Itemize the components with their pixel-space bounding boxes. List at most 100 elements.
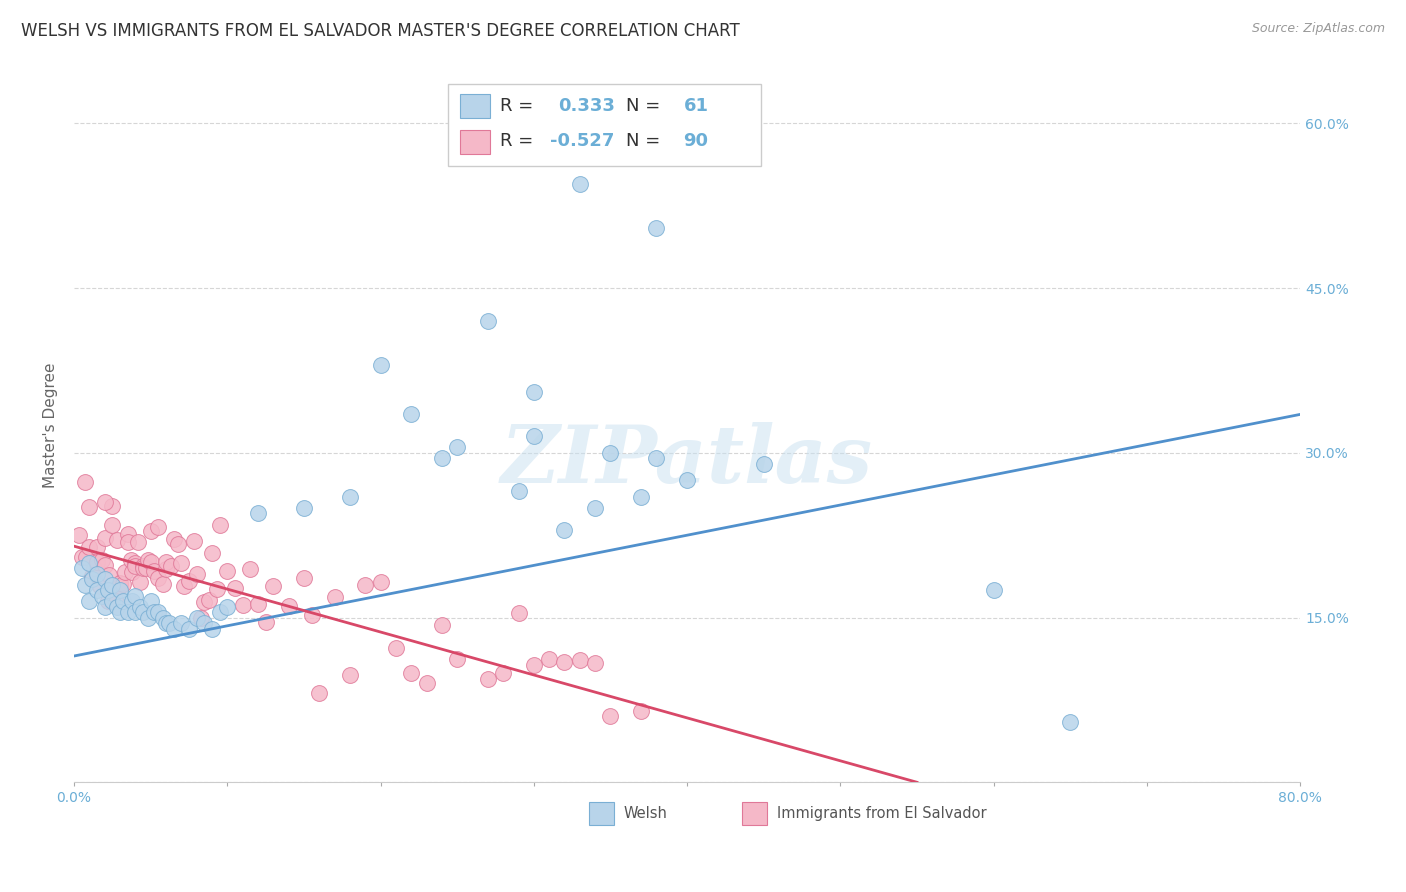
Point bbox=[186, 567, 208, 582]
Point bbox=[553, 655, 575, 669]
Text: 61: 61 bbox=[683, 96, 709, 115]
Point bbox=[170, 615, 193, 630]
Point bbox=[354, 578, 377, 592]
Point bbox=[148, 571, 170, 585]
Point bbox=[370, 358, 392, 372]
Point bbox=[157, 615, 180, 630]
Bar bbox=[460, 95, 489, 119]
Point bbox=[370, 575, 392, 590]
Point bbox=[127, 535, 149, 549]
Point bbox=[129, 599, 152, 614]
Point bbox=[1059, 714, 1081, 729]
Point bbox=[124, 605, 146, 619]
Point bbox=[83, 561, 105, 575]
Text: Welsh: Welsh bbox=[623, 806, 668, 822]
Point bbox=[101, 577, 124, 591]
Point bbox=[97, 583, 120, 598]
Point bbox=[82, 569, 104, 583]
Point bbox=[108, 583, 131, 598]
Point bbox=[446, 441, 468, 455]
Point bbox=[752, 457, 775, 471]
Point bbox=[79, 594, 101, 608]
Point bbox=[101, 499, 124, 513]
Point bbox=[523, 429, 546, 443]
Point bbox=[79, 500, 101, 514]
Point bbox=[112, 594, 135, 608]
Point bbox=[198, 592, 221, 607]
Point bbox=[121, 566, 143, 580]
Point bbox=[583, 656, 606, 670]
Text: 90: 90 bbox=[683, 132, 709, 151]
Point bbox=[129, 574, 152, 589]
Point bbox=[583, 500, 606, 515]
Point bbox=[224, 581, 246, 595]
Point bbox=[477, 314, 499, 328]
Point bbox=[86, 541, 108, 555]
Point bbox=[523, 658, 546, 673]
Point bbox=[105, 533, 128, 548]
Point bbox=[142, 564, 165, 578]
Text: N =: N = bbox=[626, 96, 666, 115]
Point bbox=[108, 605, 131, 619]
Point bbox=[415, 676, 437, 690]
Point bbox=[67, 528, 90, 542]
Point bbox=[124, 556, 146, 570]
Point bbox=[86, 583, 108, 598]
Point bbox=[73, 475, 96, 490]
Point bbox=[232, 599, 254, 613]
Point bbox=[148, 605, 170, 619]
Point bbox=[120, 553, 142, 567]
Point bbox=[136, 553, 159, 567]
Point bbox=[132, 558, 155, 573]
Point bbox=[492, 666, 515, 681]
Point bbox=[104, 592, 127, 607]
Point bbox=[79, 541, 101, 555]
Point bbox=[167, 537, 190, 551]
Bar bbox=[589, 802, 613, 825]
Point bbox=[208, 605, 231, 619]
Point bbox=[98, 568, 121, 582]
Point bbox=[190, 611, 212, 625]
Point bbox=[173, 579, 195, 593]
Point bbox=[93, 599, 115, 614]
Point bbox=[86, 555, 108, 569]
Point bbox=[117, 534, 139, 549]
Point bbox=[70, 550, 93, 565]
Point bbox=[630, 490, 652, 504]
Point bbox=[86, 566, 108, 581]
Point bbox=[430, 451, 453, 466]
Point bbox=[89, 579, 111, 593]
Text: Source: ZipAtlas.com: Source: ZipAtlas.com bbox=[1251, 22, 1385, 36]
Point bbox=[385, 641, 408, 656]
Point bbox=[124, 589, 146, 603]
Point bbox=[93, 558, 115, 572]
Point bbox=[193, 615, 215, 630]
Point bbox=[112, 577, 135, 591]
Point bbox=[477, 672, 499, 686]
Text: ZIPatlas: ZIPatlas bbox=[501, 422, 873, 500]
Point bbox=[177, 574, 200, 589]
Point bbox=[148, 520, 170, 534]
Point bbox=[183, 533, 205, 548]
Point bbox=[292, 571, 315, 585]
Point bbox=[645, 220, 668, 235]
Point bbox=[108, 579, 131, 593]
Point bbox=[446, 652, 468, 666]
Point bbox=[399, 665, 422, 680]
Point bbox=[93, 531, 115, 545]
Point bbox=[201, 622, 224, 636]
Point bbox=[117, 605, 139, 619]
Point bbox=[139, 555, 162, 569]
Point bbox=[645, 451, 668, 466]
Bar bbox=[460, 130, 489, 154]
Bar bbox=[449, 84, 761, 166]
Point bbox=[170, 556, 193, 570]
Point bbox=[201, 546, 224, 560]
Point bbox=[163, 532, 186, 546]
Point bbox=[246, 506, 269, 520]
Point bbox=[599, 446, 621, 460]
Point bbox=[323, 591, 346, 605]
Text: R =: R = bbox=[499, 96, 538, 115]
Point bbox=[93, 495, 115, 509]
Text: R =: R = bbox=[499, 132, 538, 151]
